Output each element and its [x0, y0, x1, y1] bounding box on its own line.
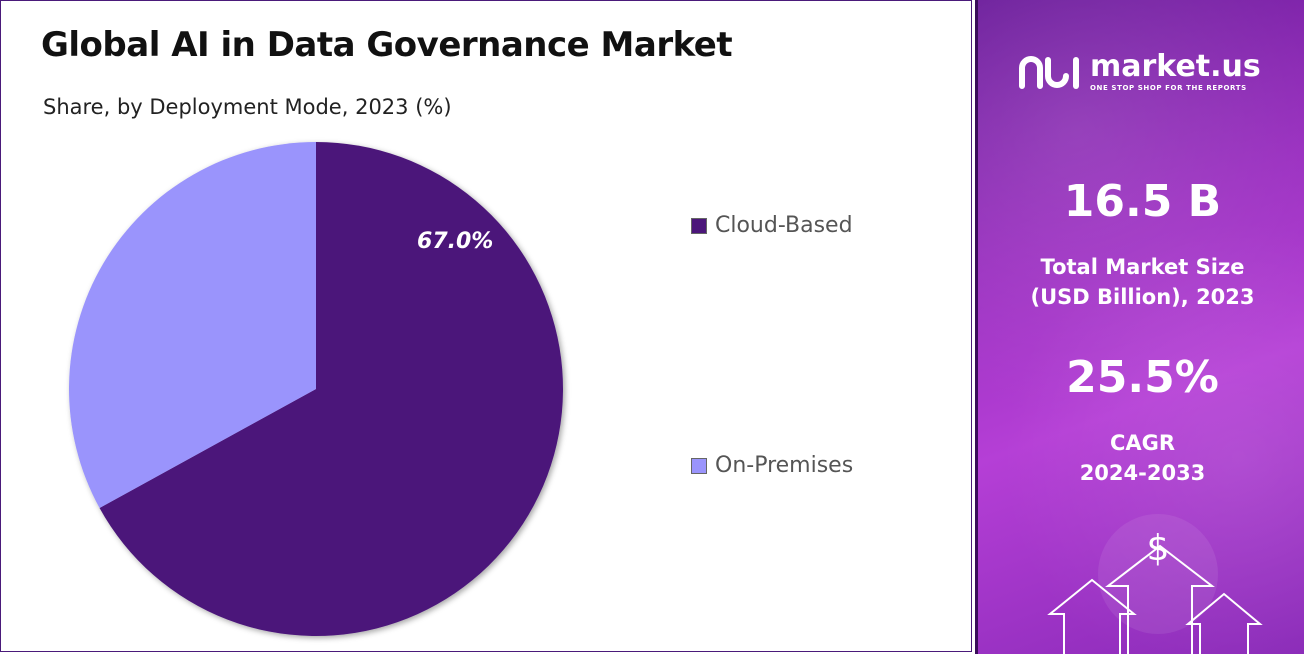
legend-swatch-cloud-based [691, 217, 707, 234]
growth-illustration: $ [1047, 514, 1263, 654]
chart-panel: Global AI in Data Governance Market Shar… [0, 0, 972, 652]
market-us-logo-icon [1019, 56, 1079, 89]
legend-label-cloud-based: Cloud-Based [715, 213, 853, 238]
logo-tagline: ONE STOP SHOP FOR THE REPORTS [1090, 84, 1247, 92]
cagr-value: 25.5% [1066, 352, 1219, 403]
cagr-label-line1: CAGR [1109, 431, 1176, 455]
chart-title: Global AI in Data Governance Market [41, 25, 733, 65]
up-arrow-icon [1047, 544, 1263, 654]
pie-chart: 67.0% [68, 142, 564, 636]
legend-item-cloud-based: Cloud-Based [691, 213, 853, 238]
logo-text: market.us [1090, 49, 1261, 84]
market-size-value: 16.5 B [1063, 176, 1222, 227]
summary-panel: market.us ONE STOP SHOP FOR THE REPORTS … [975, 0, 1304, 654]
legend-label-on-premises: On-Premises [715, 453, 854, 478]
cagr-label-line2: 2024-2033 [1079, 461, 1206, 485]
data-label-cloud-based: 67.0% [417, 229, 493, 254]
pie-slice-cloud-based [99, 142, 564, 636]
market-us-logo: market.us ONE STOP SHOP FOR THE REPORTS [1018, 52, 1261, 92]
market-size-label-line2: (USD Billion), 2023 [1030, 285, 1255, 309]
market-size-label-line1: Total Market Size [1040, 255, 1245, 279]
legend-swatch-on-premises [691, 457, 707, 474]
panel-background [978, 0, 1304, 654]
pie-slice-on-premises [68, 142, 317, 508]
chart-subtitle: Share, by Deployment Mode, 2023 (%) [43, 95, 452, 119]
legend-item-on-premises: On-Premises [691, 453, 853, 478]
